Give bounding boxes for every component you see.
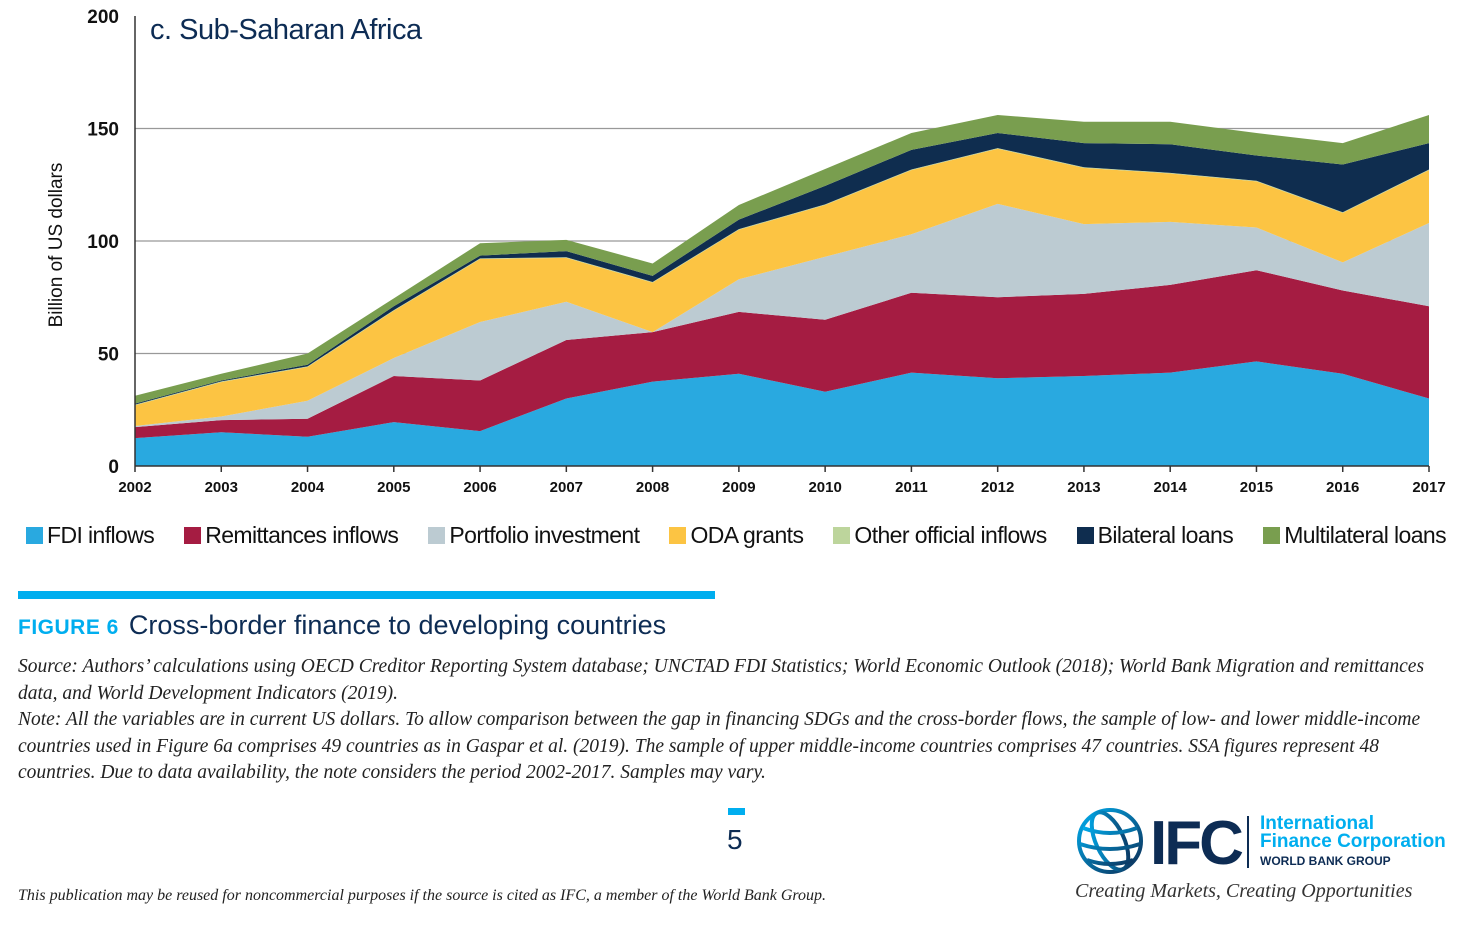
logo-line-2: Finance Corporation [1260, 831, 1446, 852]
legend-item: FDI inflows [26, 522, 155, 549]
figure-notes: Source: Authors’ calculations using OECD… [18, 654, 1448, 787]
x-tick-label: 2013 [1067, 479, 1100, 496]
logo-line-1: International [1260, 813, 1375, 834]
logo-tagline: Creating Markets, Creating Opportunities [1075, 880, 1413, 902]
legend-item: ODA grants [669, 522, 804, 549]
legend-swatch [1263, 527, 1281, 544]
ifc-logo: IFC International Finance Corporation WO… [1075, 806, 1465, 916]
area-series [135, 115, 1429, 466]
legend-label: Other official inflows [854, 522, 1047, 548]
page-number: 5 [727, 824, 743, 855]
x-tick-label: 2016 [1326, 479, 1359, 496]
legend-item: Multilateral loans [1263, 522, 1447, 549]
logo-line-3: WORLD BANK GROUP [1260, 854, 1391, 868]
legend-swatch [428, 527, 446, 544]
legend-swatch [184, 527, 202, 544]
legend-label: Portfolio investment [449, 522, 640, 548]
legend-label: Bilateral loans [1097, 522, 1234, 548]
x-tick-label: 2004 [291, 479, 325, 496]
x-tick-label: 2014 [1154, 479, 1188, 496]
x-tick-label: 2017 [1412, 479, 1445, 496]
note-text: Note: All the variables are in current U… [18, 709, 1421, 784]
x-tick-label: 2006 [463, 479, 496, 496]
area-remittances-inflows [135, 270, 1429, 439]
y-tick-label: 50 [98, 345, 119, 366]
x-tick-label: 2002 [118, 479, 151, 496]
legend-swatch [1076, 527, 1094, 544]
legend: FDI inflows Remittances inflows Portfolio … [26, 522, 1447, 549]
x-tick-label: 2015 [1240, 479, 1273, 496]
axes: 0 50 100 150 200 2002 2003 2004 2005 2006 2007 2008… [87, 7, 1445, 496]
legend-label: Remittances inflows [205, 522, 399, 548]
area-fdi-inflows [135, 361, 1429, 466]
x-tick-label: 2010 [808, 479, 841, 496]
area-portfolio-investment [135, 203, 1429, 428]
x-tick-label: 2012 [981, 479, 1014, 496]
x-tick-label: 2008 [636, 479, 669, 496]
x-tick-label: 2011 [895, 479, 928, 496]
x-tick-label: 2003 [205, 479, 238, 496]
legend-label: Multilateral loans [1284, 522, 1446, 548]
figure-title: FIGURE 6 Cross-border finance to developi… [18, 610, 666, 641]
legend-label: ODA grants [690, 522, 804, 548]
area-oda-grants [135, 148, 1429, 426]
legend-item: Bilateral loans [1076, 522, 1234, 549]
logo-mark: IFC [1150, 809, 1244, 878]
area-multilateral-loans [135, 115, 1429, 404]
x-tick-label: 2005 [377, 479, 410, 496]
x-tick-label: 2007 [550, 479, 583, 496]
legend-swatch [669, 527, 687, 544]
y-tick-label: 150 [87, 120, 119, 141]
figure-label: FIGURE 6 [18, 616, 119, 639]
chart-title: c. Sub-Saharan Africa [150, 14, 423, 46]
y-axis-label: Billion of US dollars [46, 163, 67, 328]
globe-icon [1077, 808, 1143, 874]
source-text: Source: Authors’ calculations using OECD… [18, 656, 1425, 704]
legend-swatch [26, 527, 43, 544]
legend-label: FDI inflows [47, 522, 155, 548]
area-bilateral-loans [135, 133, 1429, 405]
logo-divider [1247, 816, 1249, 868]
figure-rule [18, 591, 715, 599]
stacked-area-chart: 0 50 100 150 200 2002 2003 2004 2005 2006 2007 2008… [46, 7, 1446, 496]
y-tick-label: 100 [87, 232, 119, 253]
legend-item: Other official inflows [833, 522, 1047, 549]
y-tick-label: 200 [87, 7, 119, 28]
footer-text: This publication may be reused for nonco… [18, 887, 827, 904]
x-tick-label: 2009 [722, 479, 755, 496]
legend-item: Remittances inflows [184, 522, 399, 549]
y-tick-label: 0 [108, 457, 119, 478]
figure-title-text: Cross-border finance to developing count… [128, 610, 667, 640]
legend-swatch [833, 527, 851, 544]
legend-item: Portfolio investment [428, 522, 640, 549]
page-marker [728, 808, 745, 815]
